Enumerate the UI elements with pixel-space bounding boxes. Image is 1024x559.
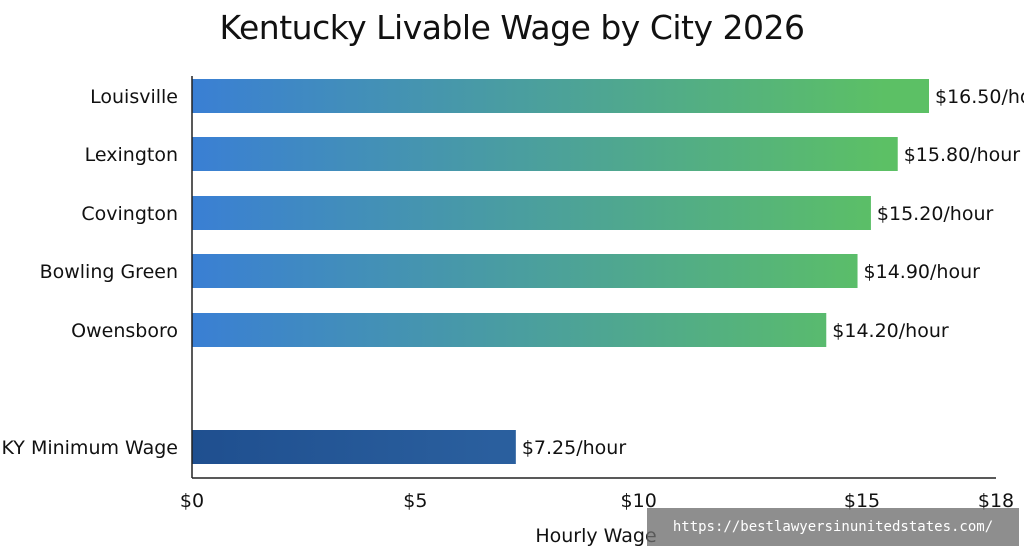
category-label: Louisville [90,86,178,108]
bar-bowling-green [192,254,858,288]
bar-lexington [192,137,898,171]
value-label: $7.25/hour [522,437,627,459]
bar-ky-minimum-wage [192,430,516,464]
value-label: $14.90/hour [864,261,981,283]
bar-covington [192,196,871,230]
bar-louisville [192,79,929,113]
category-label: Owensboro [71,320,178,342]
x-tick-label: $0 [180,490,204,512]
category-label: Covington [81,203,178,225]
x-axis-title: Hourly Wage [535,525,656,547]
x-tick-label: $10 [621,490,657,512]
x-tick-label: $18 [978,490,1014,512]
chart-title: Kentucky Livable Wage by City 2026 [219,8,805,47]
category-label: Bowling Green [40,261,178,283]
watermark-url: https://bestlawyersinunitedstates.com/ [647,508,1019,546]
category-label: Lexington [85,144,178,166]
value-label: $14.20/hour [832,320,949,342]
bar-owensboro [192,313,827,347]
value-label: $16.50/hour [935,86,1024,108]
x-tick-label: $15 [844,490,880,512]
value-label: $15.20/hour [877,203,994,225]
value-label: $15.80/hour [904,144,1021,166]
x-tick-label: $5 [403,490,427,512]
category-label: KY Minimum Wage [2,437,178,459]
